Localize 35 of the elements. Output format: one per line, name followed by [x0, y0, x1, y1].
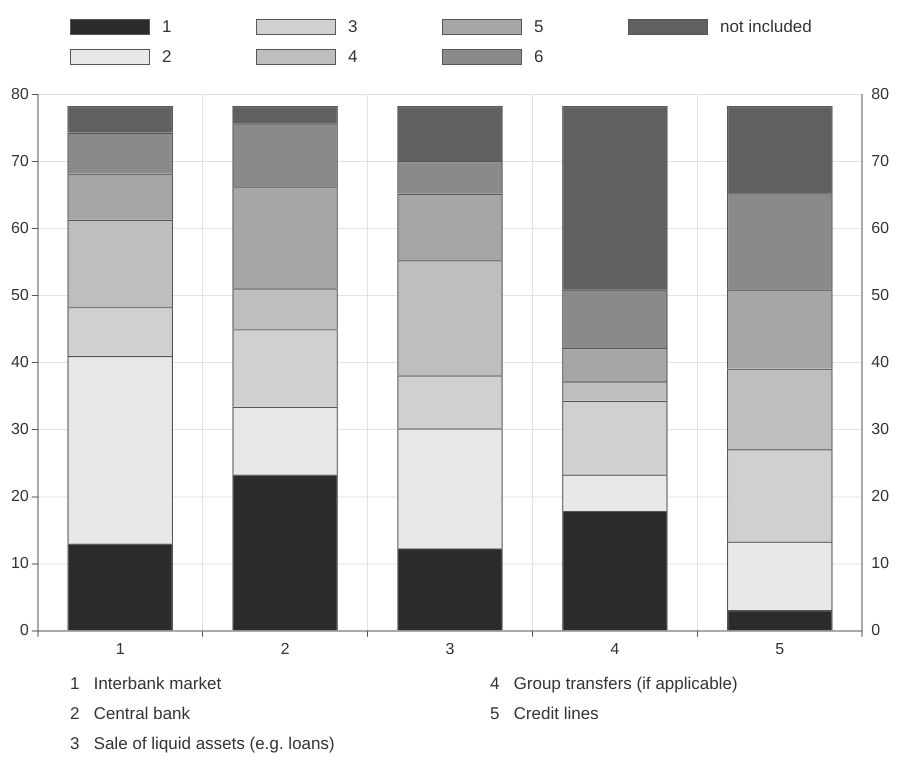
y-tick-label: 50 — [11, 287, 29, 304]
y-tick-label: 10 — [11, 555, 29, 572]
x-tick-label: 3 — [446, 640, 455, 658]
legend-label: 5 — [534, 17, 544, 37]
y2-tick-label: 30 — [871, 421, 890, 438]
y2-tick-label: 50 — [871, 287, 890, 304]
text: 2 Central bank — [70, 704, 192, 725]
y-tick-label: 0 — [20, 622, 29, 640]
y2-tick-label: 70 — [871, 153, 890, 170]
text: 1 Interbank market — [70, 674, 222, 695]
y-tick-label: 30 — [11, 421, 29, 438]
y2-tick-label: 20 — [871, 488, 890, 506]
x-tick-label: 2 — [280, 640, 290, 658]
x-tick-label: 1 — [116, 640, 125, 658]
text: 5 Credit lines — [490, 704, 600, 725]
legend-label: 6 — [534, 47, 544, 67]
x-tick-label: 5 — [775, 640, 784, 658]
legend-label: 1 — [162, 17, 172, 37]
y-tick-label: 70 — [11, 153, 29, 170]
y2-tick-label: 60 — [871, 220, 890, 238]
legend-label: 4 — [348, 47, 358, 67]
y-tick-label: 20 — [11, 488, 29, 506]
legend-label: 2 — [162, 47, 172, 67]
y-tick-label: 80 — [11, 86, 29, 104]
legend-label: 3 — [348, 17, 358, 37]
y2-tick-label: 80 — [871, 86, 890, 104]
y-tick-label: 40 — [11, 354, 29, 372]
text: 3 Sale of liquid assets (e.g. loans) — [70, 734, 336, 755]
x-tick-label: 4 — [610, 640, 620, 658]
y2-tick-label: 0 — [871, 622, 880, 640]
text: 4 Group transfers (if applicable) — [490, 674, 739, 695]
y-tick-label: 60 — [11, 220, 29, 238]
y2-tick-label: 10 — [871, 555, 890, 572]
legend-label: not included — [720, 17, 812, 37]
y2-tick-label: 40 — [871, 354, 890, 372]
